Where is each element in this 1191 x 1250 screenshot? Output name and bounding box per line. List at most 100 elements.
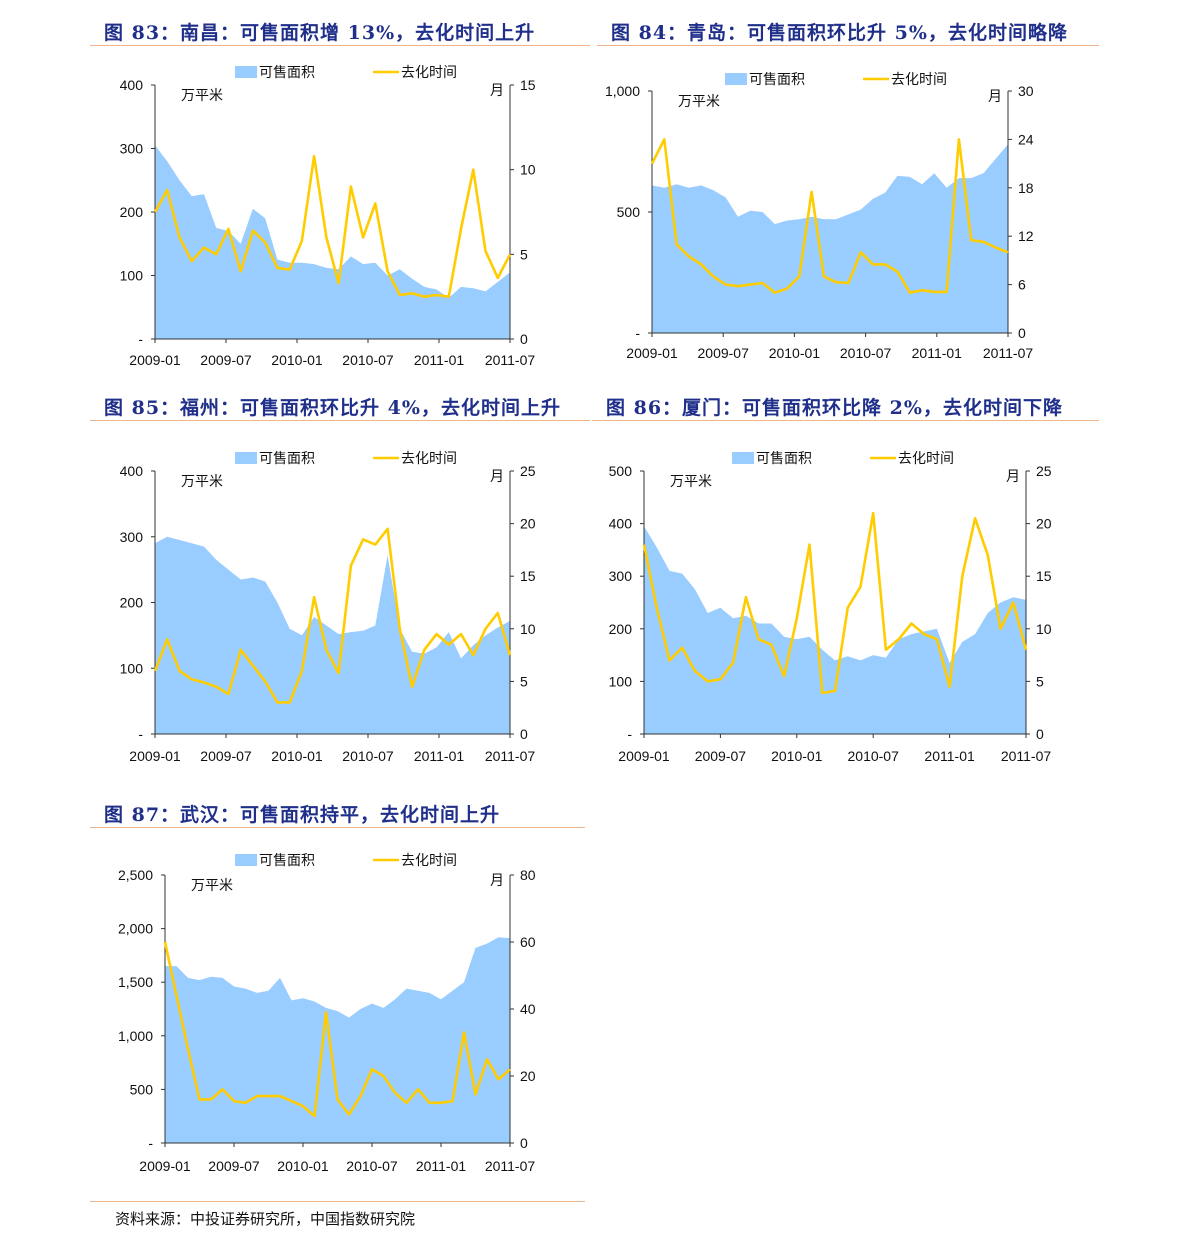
left-axis-unit: 万平米	[191, 878, 233, 894]
legend-label-line: 去化时间	[898, 450, 954, 466]
chart-title: 图 85：福州：可售面积环比升 4%，去化时间上升	[104, 397, 561, 419]
source-divider	[90, 1201, 585, 1202]
area-series-available-stock	[652, 144, 1008, 333]
right-tick-label: 0	[520, 1135, 528, 1151]
right-tick-label: 20	[1036, 516, 1052, 532]
area-series-available-stock	[165, 937, 510, 1143]
area-series-available-stock	[155, 536, 510, 734]
chart-title-bar: 图 84：青岛：可售面积环比升 5%，去化时间略降	[597, 15, 1099, 46]
left-tick-label: 500	[130, 1081, 154, 1097]
left-tick-label: 400	[609, 516, 633, 532]
left-axis-unit: 万平米	[181, 474, 223, 490]
line-series-sell-through-time	[650, 138, 1009, 294]
right-axis-unit: 月	[490, 873, 504, 889]
right-tick-label: 30	[1018, 83, 1034, 99]
line-series-sell-through-time	[642, 511, 1028, 695]
chart-title-bar: 图 83：南昌：可售面积增 13%，去化时间上升	[90, 15, 590, 46]
left-tick-label: 1,000	[605, 83, 640, 99]
left-axis-unit: 万平米	[181, 88, 223, 104]
chart-panel-87: 图 87：武汉：可售面积持平，去化时间上升 - 500 1,000 1,500 2,00…	[90, 797, 585, 1197]
chart-title-bar: 图 87：武汉：可售面积持平，去化时间上升	[90, 797, 585, 828]
left-axis-unit: 万平米	[670, 474, 712, 490]
x-tick-label: 2010-01	[771, 748, 823, 764]
x-tick-label: 2009-07	[208, 1158, 260, 1174]
x-tick-label: 2010-07	[342, 748, 394, 764]
x-tick-label: 2009-07	[698, 345, 750, 361]
x-tick-label: 2011-01	[414, 352, 465, 368]
left-tick-label: 2,500	[118, 867, 153, 883]
left-tick-label: -	[635, 325, 640, 341]
chart-85: - 100 200 300 400 0 5 10 15 20 25 2009-01 2009-07 201…	[120, 450, 536, 764]
right-axis-unit: 月	[490, 469, 504, 485]
chart-panel-85: 图 85：福州：可售面积环比升 4%，去化时间上升 - 100 200 300 400 0…	[90, 390, 590, 790]
right-tick-label: 5	[1036, 673, 1044, 689]
x-tick-label: 2011-01	[912, 345, 963, 361]
left-tick-label: 100	[120, 660, 144, 676]
chart-panel-83: 图 83：南昌：可售面积增 13%，去化时间上升 - 100 200 300 400 0 5…	[90, 15, 590, 385]
left-tick-label: 400	[120, 77, 144, 93]
right-tick-label: 12	[1018, 228, 1034, 244]
x-tick-label: 2011-01	[924, 748, 975, 764]
line-series-sell-through-time	[163, 941, 511, 1118]
x-tick-label: 2010-07	[346, 1158, 398, 1174]
right-tick-label: 40	[520, 1001, 536, 1017]
x-tick-label: 2010-07	[848, 748, 900, 764]
x-tick-label: 2011-07	[485, 1158, 536, 1174]
left-tick-label: 200	[120, 595, 144, 611]
left-tick-label: -	[138, 331, 143, 347]
left-tick-label: 100	[609, 673, 633, 689]
legend-label-line: 去化时间	[891, 71, 947, 87]
right-tick-label: 0	[1018, 325, 1026, 341]
right-tick-label: 25	[1036, 463, 1052, 479]
right-tick-label: 0	[1036, 726, 1044, 742]
chart-87: - 500 1,000 1,500 2,000 2,500 0 20 40 60 80 2009-01…	[118, 852, 536, 1174]
area-series-available-stock	[155, 145, 510, 339]
legend-label-area: 可售面积	[259, 450, 315, 466]
left-tick-label: 1,000	[118, 1028, 153, 1044]
right-tick-label: 15	[520, 77, 536, 93]
right-tick-label: 15	[520, 568, 536, 584]
x-tick-label: 2010-01	[271, 352, 323, 368]
chart-83: - 100 200 300 400 0 5 10 15 2009-01 2009-07 2010-01…	[120, 64, 536, 368]
line-series-sell-through-time	[153, 154, 512, 298]
area-series-available-stock	[644, 526, 1026, 734]
right-tick-label: 6	[1018, 277, 1026, 293]
right-tick-label: 20	[520, 1068, 536, 1084]
x-tick-label: 2011-01	[414, 748, 465, 764]
right-tick-label: 60	[520, 934, 536, 950]
chart-title: 图 86：厦门：可售面积环比降 2%，去化时间下降	[606, 397, 1063, 419]
right-tick-label: 0	[520, 726, 528, 742]
legend-label-line: 去化时间	[401, 450, 457, 466]
right-tick-label: 10	[520, 621, 536, 637]
legend-swatch-area	[235, 66, 257, 78]
legend-label-area: 可售面积	[259, 852, 315, 868]
legend-label-area: 可售面积	[259, 64, 315, 80]
left-tick-label: 100	[120, 268, 144, 284]
right-tick-label: 80	[520, 867, 536, 883]
chart-title: 图 83：南昌：可售面积增 13%，去化时间上升	[104, 22, 536, 44]
chart-title: 图 84：青岛：可售面积环比升 5%，去化时间略降	[611, 22, 1068, 44]
left-axis-unit: 万平米	[678, 94, 720, 110]
chart-title-bar: 图 86：厦门：可售面积环比降 2%，去化时间下降	[592, 390, 1099, 421]
x-tick-label: 2010-01	[769, 345, 821, 361]
x-tick-label: 2009-07	[695, 748, 747, 764]
left-tick-label: -	[138, 726, 143, 742]
legend-swatch-area	[732, 452, 754, 464]
legend-swatch-area	[235, 452, 257, 464]
x-tick-label: 2009-01	[139, 1158, 191, 1174]
legend-label-area: 可售面积	[749, 71, 805, 87]
right-tick-label: 10	[1036, 621, 1052, 637]
legend-swatch-area	[235, 854, 257, 866]
x-tick-label: 2009-01	[618, 748, 670, 764]
x-tick-label: 2011-07	[1001, 748, 1052, 764]
left-tick-label: 500	[609, 463, 633, 479]
chart-panel-84: 图 84：青岛：可售面积环比升 5%，去化时间略降 - 500 1,000 0 6 12 1…	[597, 15, 1099, 385]
x-tick-label: 2010-07	[342, 352, 394, 368]
x-tick-label: 2009-01	[626, 345, 678, 361]
right-axis-unit: 月	[988, 89, 1002, 105]
x-tick-label: 2011-01	[416, 1158, 467, 1174]
right-tick-label: 5	[520, 673, 528, 689]
right-tick-label: 5	[520, 246, 528, 262]
right-axis-unit: 月	[490, 83, 504, 99]
line-series-sell-through-time	[153, 527, 512, 704]
